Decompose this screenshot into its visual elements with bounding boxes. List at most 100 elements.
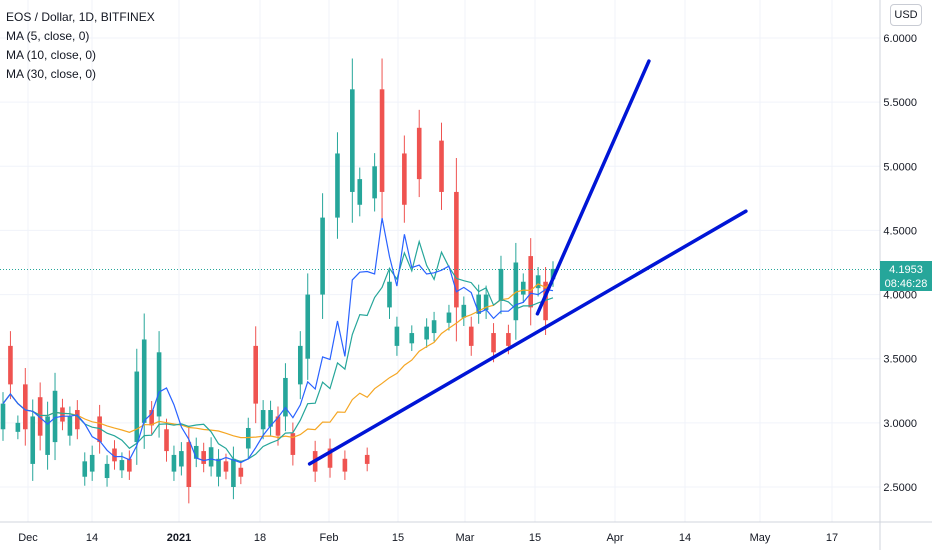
x-tick-label: Feb	[320, 532, 339, 544]
bull-candle	[320, 217, 325, 295]
bull-candle	[82, 461, 88, 477]
symbol-title[interactable]: EOS / Dollar, 1D, BITFINEX	[6, 10, 155, 24]
bear-candle	[164, 429, 169, 452]
bear-candle	[186, 442, 192, 487]
bear-candle	[439, 140, 444, 192]
bull-candle	[394, 326, 400, 346]
bull-candle	[283, 377, 288, 417]
x-tick-label: Dec	[18, 532, 38, 544]
bull-candle	[268, 410, 273, 427]
bull-candle	[208, 447, 214, 467]
bull-candle	[156, 352, 162, 417]
bull-candle	[141, 339, 147, 423]
bear-candle	[275, 416, 281, 436]
bull-candle	[0, 403, 6, 430]
bull-candle	[498, 268, 504, 301]
last-price-value: 4.1953	[889, 263, 923, 276]
bull-candle	[424, 326, 429, 340]
x-tick-label: 14	[679, 532, 691, 544]
bull-candle	[245, 427, 251, 449]
bear-candle	[238, 467, 244, 477]
bear-candle	[22, 384, 28, 430]
bull-candle	[216, 458, 221, 477]
bull-candle	[193, 445, 199, 459]
currency-button[interactable]: USD	[890, 4, 922, 26]
bull-candle	[461, 304, 467, 318]
bear-candle	[60, 407, 65, 422]
y-tick-label: 3.0000	[883, 418, 917, 430]
y-tick-label: 2.5000	[883, 482, 917, 494]
bear-candle	[149, 410, 154, 426]
bull-candle	[30, 416, 36, 464]
x-tick-label: 17	[826, 532, 838, 544]
bull-candle	[476, 294, 481, 314]
x-tick-label: Mar	[456, 532, 475, 544]
bull-candle	[171, 454, 177, 472]
x-tick-label: May	[750, 532, 771, 544]
bear-candle	[528, 256, 534, 308]
bear-candle	[327, 448, 333, 468]
bull-candle	[260, 410, 266, 430]
bull-candle	[297, 345, 303, 385]
y-tick-label: 4.0000	[883, 290, 917, 302]
bull-candle	[372, 166, 377, 199]
bull-candle	[409, 333, 415, 344]
x-tick-label: 15	[392, 532, 404, 544]
bull-candle	[134, 371, 140, 443]
bull-candle	[335, 153, 340, 218]
bear-candle	[543, 281, 548, 321]
bull-candle	[45, 416, 50, 455]
ma30-indicator-label[interactable]: MA (30, close, 0)	[6, 67, 97, 81]
bull-candle	[119, 460, 125, 471]
bear-candle	[402, 153, 407, 205]
bear-candle	[201, 451, 206, 464]
bear-candle	[223, 461, 229, 472]
bear-candle	[112, 448, 117, 462]
last-price-tag: 4.1953 08:46:28	[880, 260, 932, 291]
bear-candle	[491, 333, 496, 353]
bull-candle	[550, 268, 556, 280]
y-tick-label: 5.0000	[883, 161, 917, 173]
bull-candle	[483, 294, 489, 310]
bull-candle	[305, 294, 311, 359]
bear-candle	[342, 458, 348, 472]
x-tick-label: 15	[529, 532, 541, 544]
ma5-indicator-label[interactable]: MA (5, close, 0)	[6, 29, 90, 43]
x-tick-label: 14	[86, 532, 98, 544]
bull-candle	[67, 416, 73, 436]
chart-legend: EOS / Dollar, 1D, BITFINEX MA (5, close,…	[6, 8, 155, 84]
bull-candle	[513, 262, 519, 321]
ma10-indicator-label[interactable]: MA (10, close, 0)	[6, 48, 97, 62]
bear-candle	[127, 458, 132, 472]
bear-candle	[454, 191, 459, 308]
bear-candle	[468, 326, 474, 346]
y-tick-label: 5.5000	[883, 97, 917, 109]
ma10-line	[2, 239, 554, 463]
x-tick-label: 2021	[167, 532, 191, 544]
y-tick-label: 3.5000	[883, 354, 917, 366]
bar-countdown: 08:46:28	[884, 277, 928, 290]
bear-candle	[37, 397, 43, 436]
bull-candle	[104, 463, 110, 479]
y-tick-label: 4.5000	[883, 225, 917, 237]
bull-candle	[15, 422, 21, 432]
bear-candle	[416, 127, 422, 180]
bull-candle	[520, 281, 526, 295]
bear-candle	[75, 410, 80, 430]
bear-candle	[97, 416, 102, 443]
bear-candle	[253, 345, 259, 404]
bull-candle	[231, 458, 236, 487]
bear-candle	[8, 345, 13, 385]
bull-candle	[431, 320, 437, 334]
bull-candle	[89, 454, 95, 472]
ma5-line	[2, 217, 554, 464]
bear-candle	[364, 454, 370, 464]
bull-candle	[535, 275, 541, 289]
bull-candle	[179, 451, 184, 467]
bear-candle	[506, 333, 511, 346]
bull-candle	[350, 89, 355, 192]
trendline	[535, 59, 651, 316]
bull-candle	[446, 312, 452, 323]
